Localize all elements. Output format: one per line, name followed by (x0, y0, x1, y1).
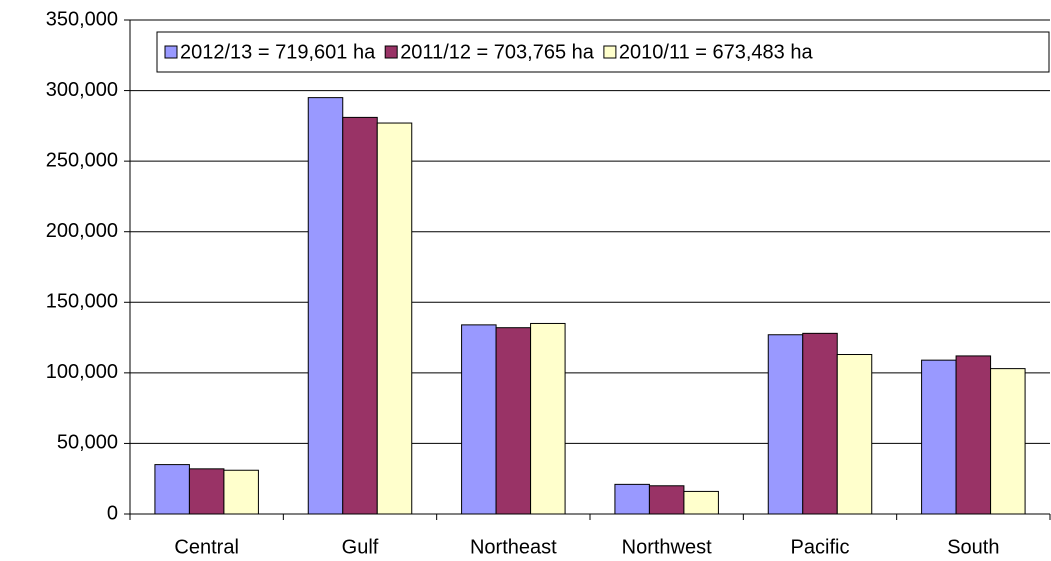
y-tick-label: 350,000 (46, 8, 118, 30)
bar (802, 332, 838, 515)
bar (836, 354, 873, 515)
bar (990, 368, 1026, 515)
x-tick-label: Pacific (791, 536, 850, 558)
x-tick-label: Northwest (622, 536, 712, 558)
bar (188, 468, 225, 515)
bar (683, 490, 719, 515)
x-tick-label: Northeast (470, 536, 557, 558)
legend-swatch (603, 45, 617, 59)
bar (223, 469, 259, 515)
bar (955, 355, 992, 515)
bar (530, 322, 566, 515)
bar (376, 122, 413, 515)
bar (614, 483, 650, 515)
bar (767, 334, 804, 515)
legend-swatch (164, 45, 178, 59)
y-tick-label: 150,000 (46, 291, 118, 313)
bar (461, 324, 497, 515)
legend-label: 2010/11 = 673,483 ha (619, 41, 814, 63)
bar (342, 116, 378, 515)
x-tick-label: South (947, 536, 999, 558)
x-tick-label: Central (174, 536, 238, 558)
y-tick-label: 0 (107, 502, 118, 524)
bar (307, 97, 344, 515)
bar (648, 485, 685, 515)
y-tick-label: 50,000 (57, 432, 118, 454)
bar (495, 327, 532, 515)
bar (154, 464, 190, 515)
y-tick-label: 200,000 (46, 220, 118, 242)
y-tick-label: 300,000 (46, 79, 118, 101)
y-tick-label: 250,000 (46, 149, 118, 171)
legend-label: 2012/13 = 719,601 ha (180, 41, 376, 63)
legend-label: 2011/12 = 703,765 ha (400, 41, 595, 63)
bar (921, 359, 957, 515)
y-tick-label: 100,000 (46, 361, 118, 383)
x-tick-label: Gulf (342, 536, 379, 558)
legend-swatch (384, 45, 398, 59)
legend-box (156, 31, 1050, 73)
